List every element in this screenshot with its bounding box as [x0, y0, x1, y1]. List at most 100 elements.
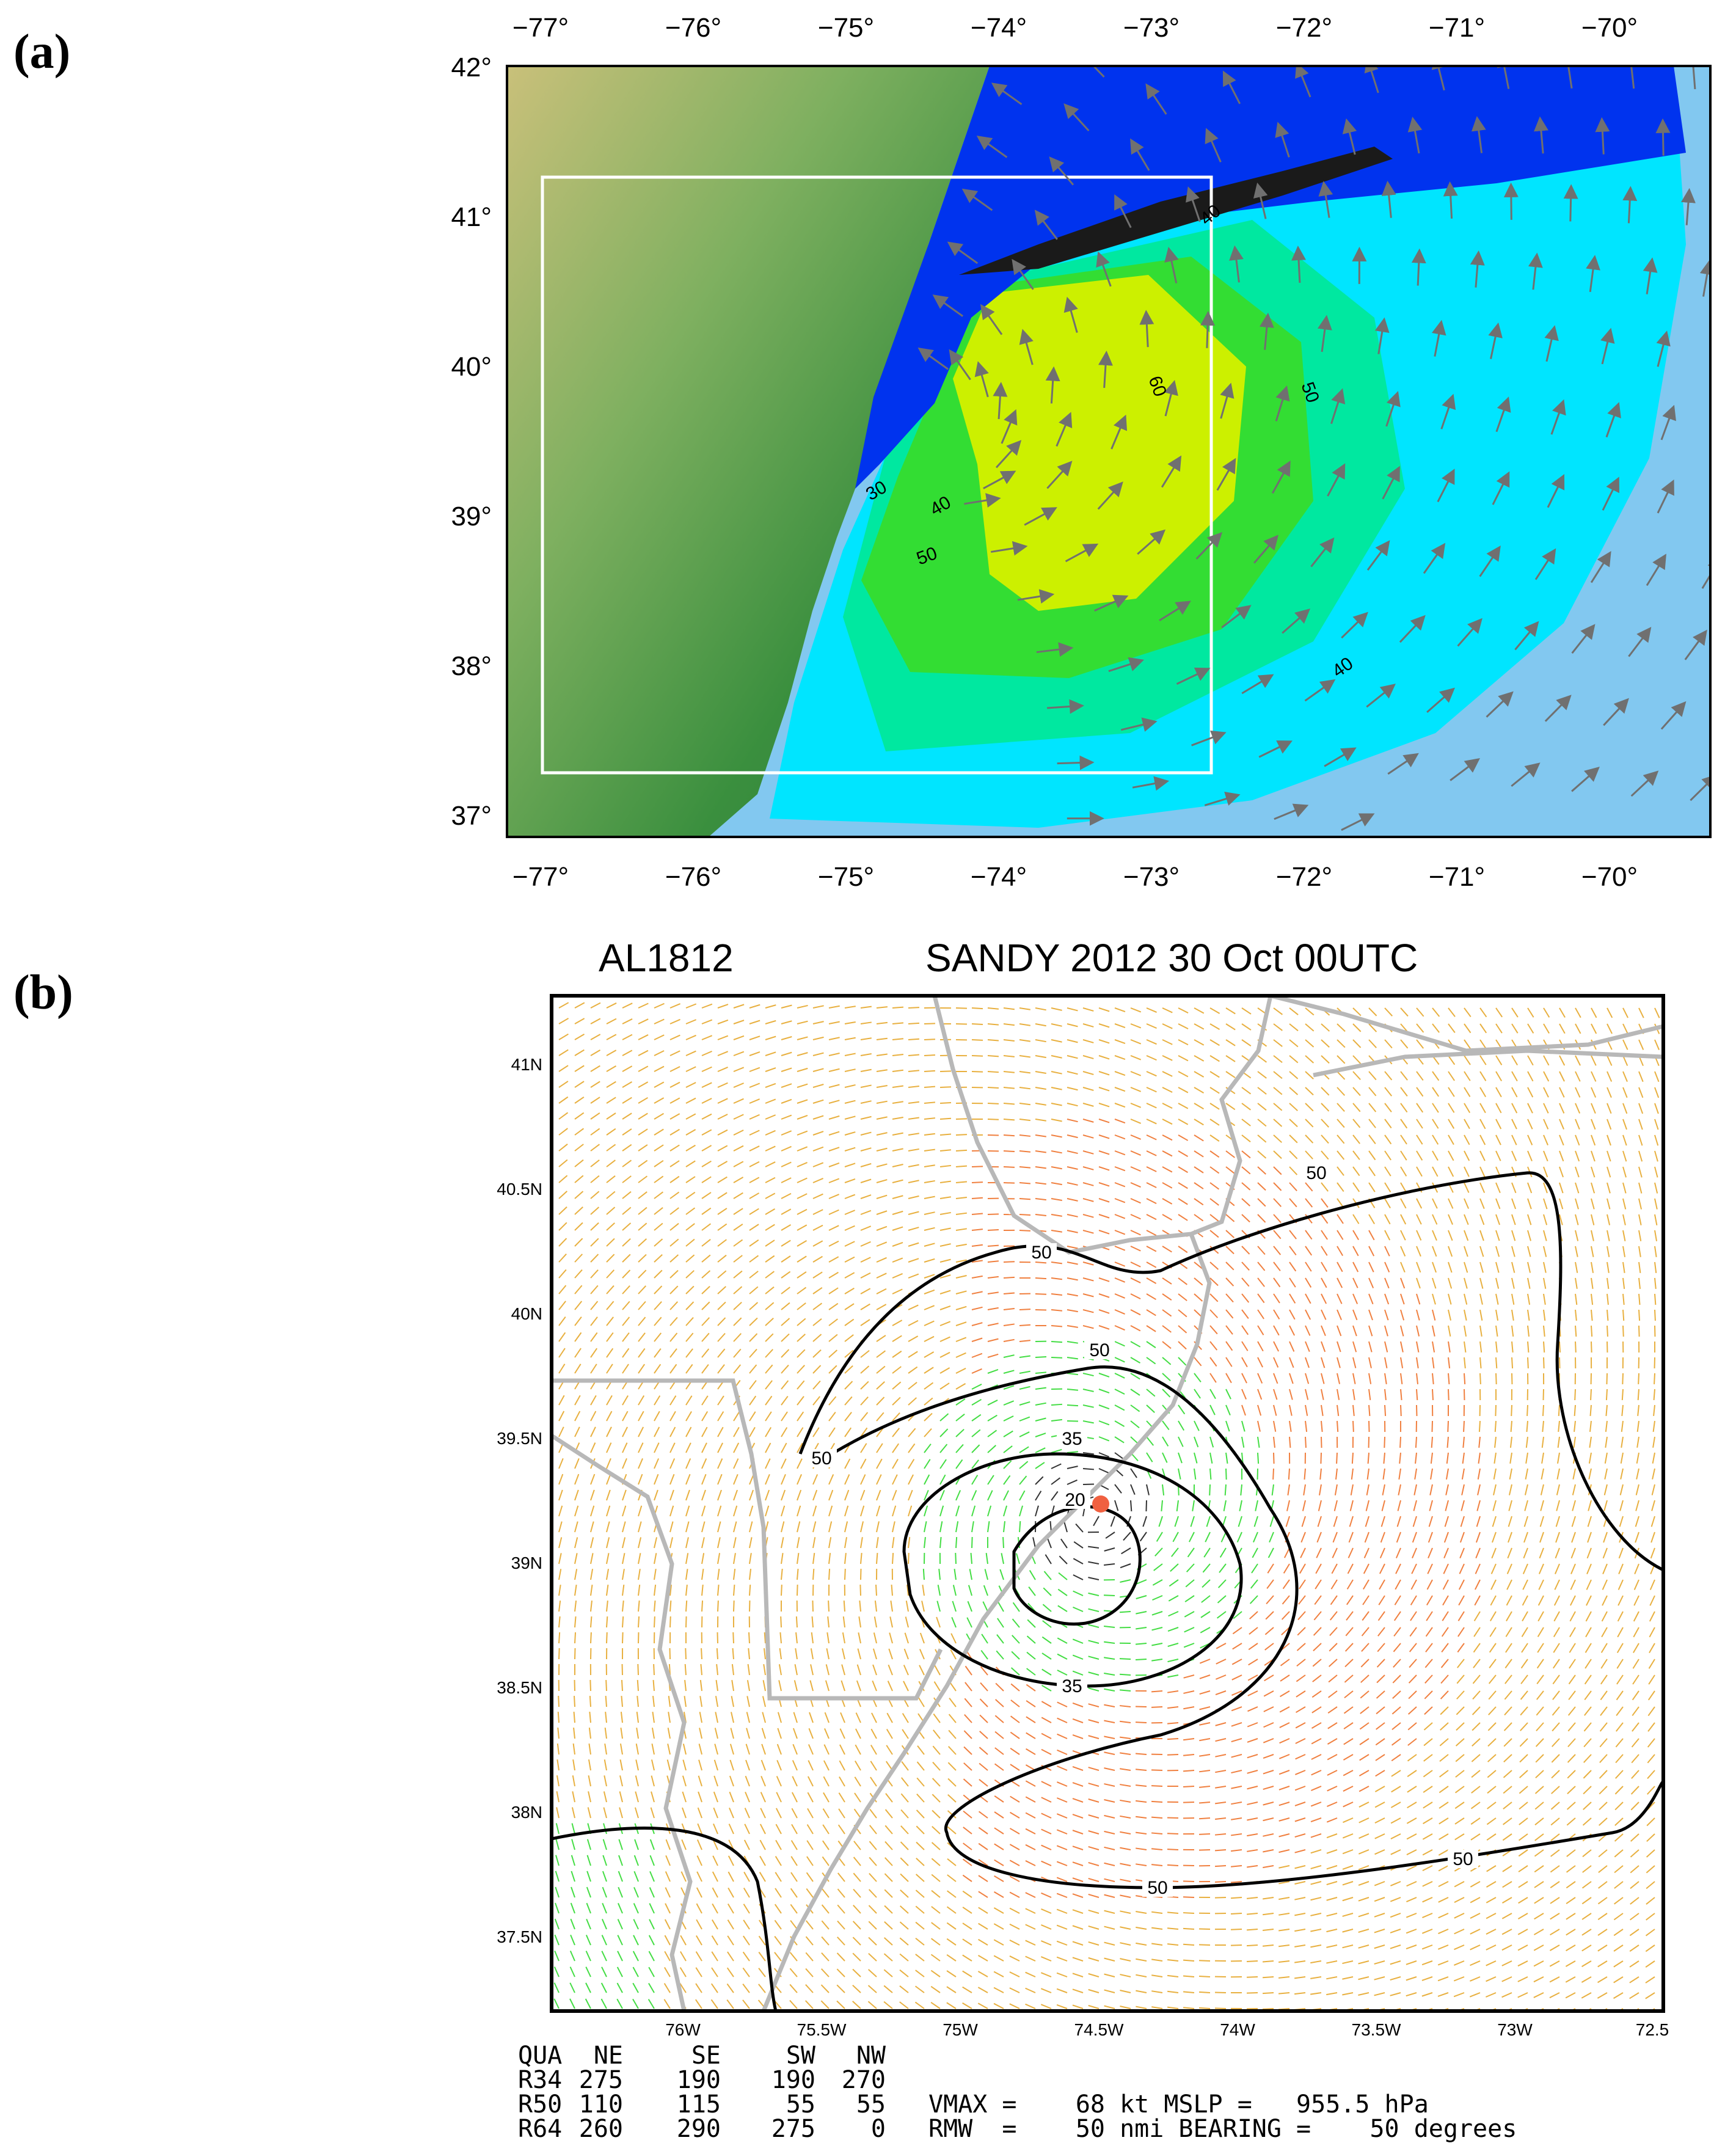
wind-barb — [916, 1761, 925, 1771]
wind-barb — [729, 1775, 734, 1787]
wind-barb — [1328, 1690, 1338, 1698]
wind-barb — [812, 1193, 823, 1199]
wind-barb — [1232, 1643, 1242, 1650]
wind-barb — [749, 1130, 760, 1136]
wind-barb — [1407, 1802, 1417, 1809]
wind-barb — [622, 1207, 632, 1215]
wind-barb — [1504, 1690, 1512, 1700]
wind-barb — [828, 1568, 831, 1580]
wind-barb — [939, 1133, 952, 1136]
wind-barb — [1225, 1468, 1227, 1480]
wind-barb — [746, 1728, 750, 1739]
wind-barb — [1169, 1579, 1179, 1587]
wind-barb — [1247, 1738, 1258, 1743]
wind-barb — [964, 1698, 972, 1707]
wind-barb — [1551, 1754, 1560, 1763]
wind-barb — [1331, 1563, 1338, 1574]
wind-barb — [1538, 1563, 1544, 1574]
wind-barb — [1009, 1907, 1020, 1914]
wind-barb — [1360, 1690, 1369, 1699]
wind-barb — [717, 1489, 722, 1501]
wind-barb — [1305, 1214, 1313, 1224]
wind-barb — [685, 1129, 696, 1136]
wind-barb — [1136, 1863, 1147, 1866]
wind-barb — [558, 1505, 563, 1517]
wind-barb — [557, 1727, 560, 1739]
wind-barb — [1337, 1087, 1346, 1096]
wind-barb — [1629, 1929, 1639, 1937]
wind-barb — [955, 1259, 967, 1263]
wind-barb — [1442, 1595, 1449, 1606]
wind-barb — [876, 1443, 883, 1453]
wind-barb — [1098, 1055, 1110, 1060]
wind-barb — [1041, 1940, 1052, 1946]
wind-barb — [821, 1952, 830, 1962]
wind-barb — [1187, 1547, 1195, 1558]
wind-barb — [1088, 1735, 1100, 1739]
wind-barb — [1241, 1198, 1250, 1207]
wind-barb — [1509, 1468, 1512, 1480]
wind-barb — [892, 1505, 897, 1517]
wind-barb — [1414, 1468, 1417, 1480]
wind-barb — [908, 1505, 913, 1517]
wind-barb — [844, 1458, 851, 1469]
wind-barb — [1464, 1293, 1468, 1305]
wind-barb — [1384, 1150, 1391, 1161]
wind-barb — [1146, 1071, 1157, 1077]
wind-barb — [1614, 1849, 1624, 1858]
wind-barb — [1003, 1276, 1015, 1279]
wind-barb — [590, 1364, 597, 1374]
wind-barb — [1598, 1881, 1608, 1889]
wind-barb — [1645, 1929, 1655, 1937]
wind-barb — [1638, 1039, 1644, 1050]
wind-barb — [1010, 1667, 1020, 1676]
wind-barb — [1289, 1150, 1298, 1159]
wind-barb — [606, 1112, 616, 1120]
wind-barb — [1526, 1420, 1528, 1433]
wind-barb — [1591, 1023, 1597, 1034]
wind-barb — [1377, 1643, 1385, 1652]
wind-barb — [1586, 1563, 1592, 1574]
wind-barb — [1289, 1357, 1294, 1368]
wind-barb — [884, 1905, 893, 1914]
wind-barb — [1416, 1039, 1424, 1049]
wind-barb — [1511, 1103, 1518, 1114]
wind-barb — [1397, 1500, 1401, 1511]
wind-barb — [1151, 1643, 1163, 1646]
wind-barb — [1384, 1214, 1391, 1225]
wind-barb — [648, 1935, 655, 1946]
wind-barb — [1518, 1897, 1528, 1904]
wind-barb — [574, 1049, 585, 1056]
wind-barb — [1162, 1389, 1171, 1398]
wind-barb — [654, 1207, 663, 1215]
wind-barb — [696, 1903, 702, 1914]
wind-arrow — [1701, 556, 1710, 589]
wind-barb — [1056, 1972, 1068, 1977]
wind-barb — [1130, 1357, 1141, 1364]
wind-barb — [1010, 1748, 1020, 1755]
wind-barb — [1492, 1531, 1497, 1543]
wind-barb — [654, 1081, 665, 1088]
wind-barb — [1390, 1960, 1401, 1965]
wind-barb — [980, 1682, 988, 1692]
wind-barb — [1273, 1436, 1275, 1448]
wind-barb — [797, 1224, 808, 1231]
wind-barb — [1241, 1150, 1251, 1159]
wind-barb — [1082, 1166, 1094, 1170]
wind-barb — [1486, 1865, 1497, 1872]
wind-barb — [844, 1474, 850, 1485]
wind-barb — [1337, 1134, 1345, 1144]
wind-barb — [558, 1364, 566, 1374]
wind-barb — [1457, 1643, 1465, 1653]
wind-barb — [606, 1348, 614, 1358]
wind-barb — [876, 1006, 888, 1009]
wind-barb — [762, 1712, 766, 1723]
wind-barb — [1301, 1516, 1306, 1527]
wind-barb — [1464, 1357, 1466, 1369]
wind-barb — [1105, 1531, 1115, 1539]
wind-barb — [701, 1254, 711, 1263]
wind-arrow — [1096, 251, 1112, 287]
wind-barb — [605, 1695, 607, 1707]
wind-barb — [781, 1364, 789, 1374]
wind-barb — [790, 1904, 798, 1914]
